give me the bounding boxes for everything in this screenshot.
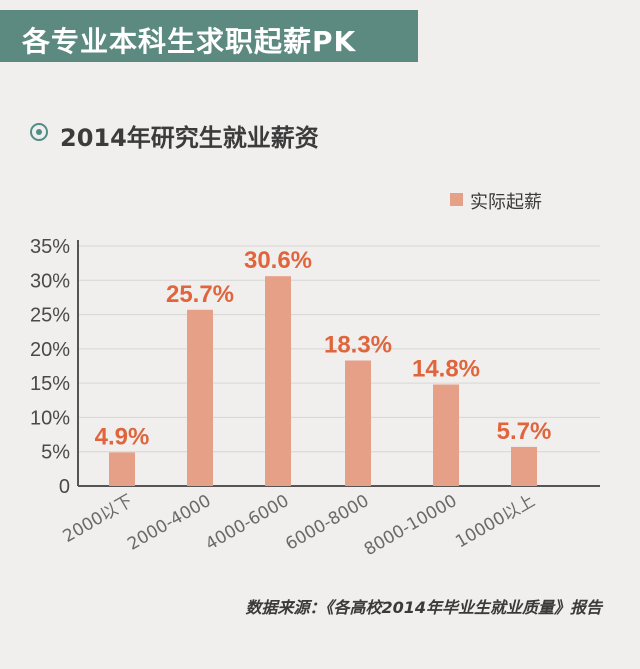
bar	[109, 452, 135, 486]
y-tick-label: 20%	[30, 339, 70, 361]
bar	[187, 309, 213, 486]
data-label: 30.6%	[244, 247, 312, 274]
x-tick-label: 10000以上	[452, 491, 538, 552]
data-label: 14.8%	[412, 356, 480, 383]
data-label: 18.3%	[324, 332, 392, 359]
y-tick-label: 15%	[30, 373, 70, 395]
y-tick-label: 0	[59, 476, 70, 498]
data-label: 4.9%	[95, 423, 150, 450]
y-tick-label: 25%	[30, 305, 70, 327]
legend-label: 实际起薪	[470, 192, 542, 213]
bar	[511, 446, 537, 486]
y-tick-label: 10%	[30, 407, 70, 429]
bar	[433, 384, 459, 486]
x-tick-label: 8000-10000	[361, 491, 461, 560]
y-tick-label: 5%	[41, 442, 70, 464]
bar	[345, 360, 371, 486]
title-banner: 各专业本科生求职起薪PK	[0, 10, 418, 62]
y-tick-label: 35%	[30, 236, 70, 258]
x-tick-label: 2000-4000	[124, 491, 214, 555]
banner-title: 各专业本科生求职起薪PK	[22, 25, 357, 58]
data-label: 5.7%	[497, 418, 552, 445]
x-tick-label: 6000-8000	[282, 491, 372, 555]
bar	[265, 276, 291, 486]
data-label: 25.7%	[166, 281, 234, 308]
circle-dot-icon	[30, 123, 48, 141]
y-tick-label: 30%	[30, 270, 70, 292]
source-note: 数据来源：《各高校2014年毕业生就业质量》报告	[245, 598, 602, 617]
chart-subtitle: 2014年研究生就业薪资	[60, 124, 319, 152]
x-tick-label: 4000-6000	[202, 491, 292, 555]
legend-swatch	[450, 193, 463, 206]
